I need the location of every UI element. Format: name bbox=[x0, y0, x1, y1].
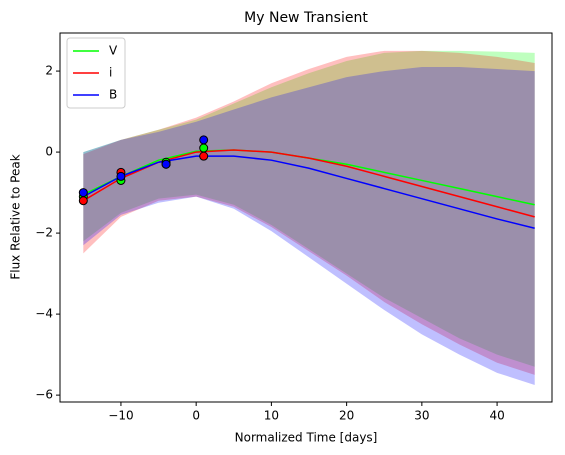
observation-point bbox=[199, 135, 209, 145]
x-tick-label: 30 bbox=[414, 409, 429, 423]
y-tick-label: −2 bbox=[35, 226, 53, 240]
x-tick-label: 40 bbox=[489, 409, 504, 423]
legend-label: i bbox=[109, 66, 112, 80]
observation-point bbox=[78, 188, 88, 198]
observation-point bbox=[161, 159, 171, 169]
confidence-band bbox=[83, 50, 535, 375]
confidence-band bbox=[83, 67, 535, 385]
legend-label: B bbox=[109, 88, 117, 102]
x-tick-label: 20 bbox=[339, 409, 354, 423]
observation-point bbox=[199, 143, 209, 153]
x-tick-label: 0 bbox=[192, 409, 200, 423]
legend-label: V bbox=[109, 44, 118, 58]
x-axis-label: Normalized Time [days] bbox=[235, 431, 378, 445]
observation-point bbox=[199, 151, 209, 161]
model-line bbox=[82, 155, 535, 229]
y-tick-label: 2 bbox=[45, 64, 53, 78]
observation-point bbox=[116, 171, 126, 181]
x-tick-label: 10 bbox=[264, 409, 279, 423]
y-tick-label: −6 bbox=[35, 388, 53, 402]
y-tick-label: −4 bbox=[35, 307, 53, 321]
y-axis-label: Flux Relative to Peak bbox=[9, 154, 23, 279]
x-tick-label: −10 bbox=[108, 409, 133, 423]
observation-point bbox=[78, 196, 88, 206]
chart-title: My New Transient bbox=[244, 10, 368, 26]
axes-frame bbox=[59, 32, 553, 403]
confidence-band bbox=[83, 50, 535, 367]
y-tick-label: 0 bbox=[45, 145, 53, 159]
